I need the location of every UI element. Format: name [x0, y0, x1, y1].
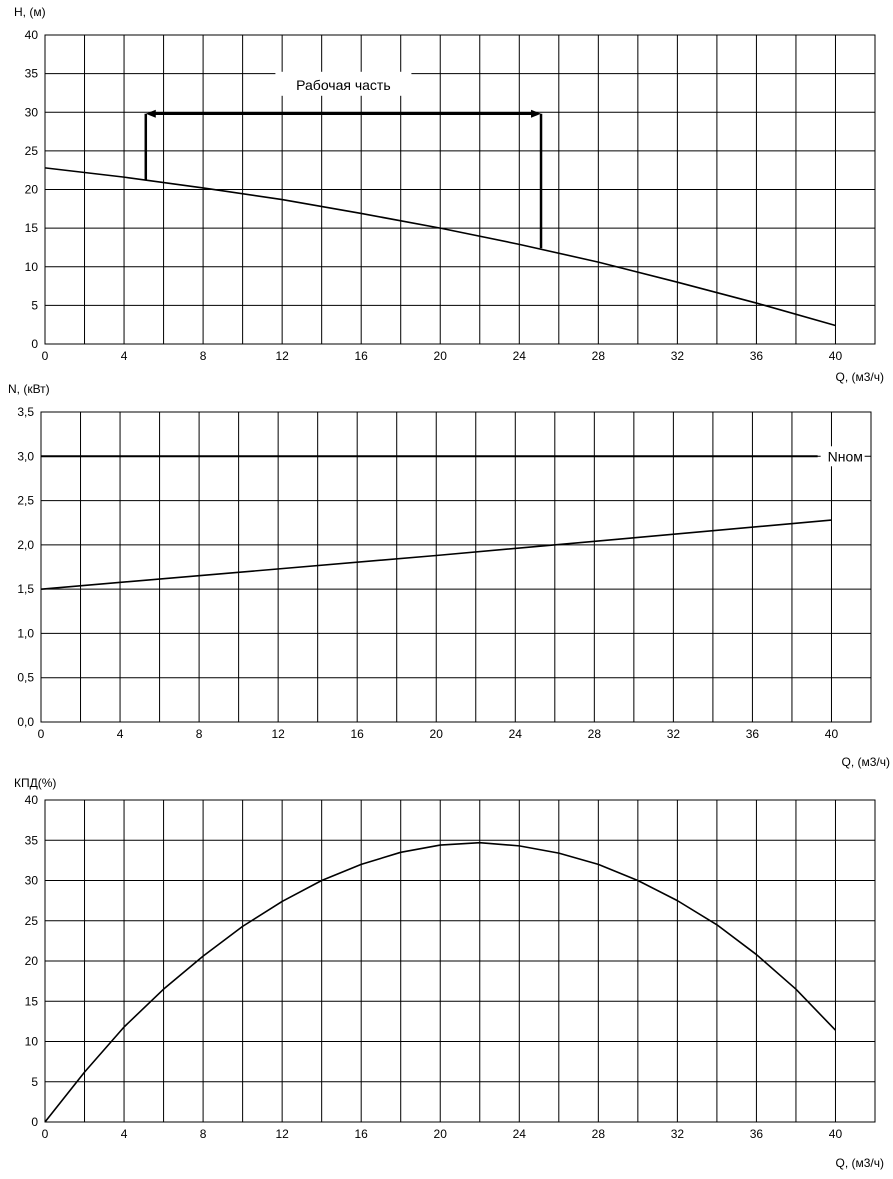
efficiency-y-tick-label: 35 — [25, 833, 39, 847]
head-x-axis-title: Q, (м3/ч) — [835, 370, 884, 384]
efficiency-y-tick-label: 5 — [31, 1075, 38, 1089]
power-y-axis-title: N, (кВт) — [8, 382, 50, 396]
head-y-tick-label: 30 — [25, 105, 39, 119]
head-range-label: Рабочая часть — [296, 77, 391, 93]
power-x-tick-label: 4 — [117, 727, 124, 741]
head-y-tick-label: 5 — [31, 298, 38, 312]
head-y-tick-label: 10 — [25, 260, 39, 274]
head-x-tick-label: 24 — [513, 349, 527, 363]
efficiency-y-tick-label: 30 — [25, 874, 39, 888]
head-series-line — [44, 167, 836, 327]
power-x-tick-label: 16 — [351, 727, 365, 741]
efficiency-x-tick-label: 36 — [750, 1127, 764, 1141]
head-x-tick-label: 12 — [275, 349, 289, 363]
power-y-tick-label: 1,5 — [17, 582, 34, 596]
head-range-label-bg — [275, 71, 412, 96]
efficiency-y-tick-label: 25 — [25, 914, 39, 928]
power-x-tick-label: 40 — [825, 727, 839, 741]
power-nominal-label-bg — [820, 446, 865, 467]
power-x-tick-label: 20 — [430, 727, 444, 741]
efficiency-y-tick-label: 20 — [25, 954, 39, 968]
efficiency-series-line — [44, 841, 837, 1123]
efficiency-x-tick-label: 32 — [671, 1127, 685, 1141]
head-y-tick-label: 40 — [25, 28, 39, 42]
power-x-tick-label: 28 — [588, 727, 602, 741]
power-y-tick-label: 2,0 — [17, 538, 34, 552]
power-x-tick-label: 32 — [667, 727, 681, 741]
power-x-tick-label: 8 — [196, 727, 203, 741]
efficiency-chart: КПД(%) Q, (м3/ч) 0 4 8 12 16 20 24 28 32 36 40 0 5 10… — [14, 776, 884, 1170]
head-plot-frame — [44, 34, 876, 345]
head-x-tick-label: 20 — [434, 349, 448, 363]
head-x-tick-label: 8 — [200, 349, 207, 363]
efficiency-x-tick-label: 20 — [434, 1127, 448, 1141]
efficiency-y-tick-label: 15 — [25, 994, 39, 1008]
power-x-tick-label: 24 — [509, 727, 523, 741]
head-x-tick-label: 4 — [121, 349, 128, 363]
head-x-tick-label: 0 — [42, 349, 49, 363]
efficiency-y-tick-label: 10 — [25, 1035, 39, 1049]
power-x-tick-label: 36 — [746, 727, 760, 741]
power-x-tick-label: 0 — [38, 727, 45, 741]
efficiency-x-axis-title: Q, (м3/ч) — [835, 1156, 884, 1170]
power-y-tick-label: 3,5 — [17, 405, 34, 419]
power-y-tick-label: 2,5 — [17, 494, 34, 508]
head-x-tick-label: 28 — [592, 349, 606, 363]
head-range-arrow-head-left — [145, 109, 156, 118]
power-y-tick-label: 0,0 — [17, 715, 34, 729]
efficiency-x-tick-label: 24 — [513, 1127, 527, 1141]
power-y-tick-label: 1,0 — [17, 626, 34, 640]
efficiency-x-tick-label: 28 — [592, 1127, 606, 1141]
head-y-tick-label: 20 — [25, 183, 39, 197]
power-plot-frame — [40, 411, 872, 723]
power-y-tick-label: 0,5 — [17, 671, 34, 685]
efficiency-x-tick-label: 0 — [42, 1127, 49, 1141]
efficiency-x-tick-label: 40 — [829, 1127, 843, 1141]
efficiency-x-tick-label: 8 — [200, 1127, 207, 1141]
head-x-tick-label: 32 — [671, 349, 685, 363]
power-x-axis-title: Q, (м3/ч) — [841, 755, 890, 769]
head-range-arrow-head-right — [531, 109, 542, 118]
head-chart: H, (м) Q, (м3/ч) 0 4 8 12 16 20 24 28 32 36 40 0 5 10… — [14, 5, 884, 384]
head-y-tick-label: 15 — [25, 221, 39, 235]
head-y-tick-label: 25 — [25, 144, 39, 158]
efficiency-y-axis-title: КПД(%) — [14, 776, 56, 790]
power-chart: N, (кВт) Q, (м3/ч) 0 4 8 12 16 20 24 28 32 36 40 0,… — [8, 382, 890, 769]
efficiency-plot-frame — [44, 799, 876, 1123]
power-y-tick-label: 3,0 — [17, 449, 34, 463]
head-x-tick-label: 40 — [829, 349, 843, 363]
efficiency-x-tick-label: 16 — [355, 1127, 369, 1141]
efficiency-y-tick-label: 40 — [25, 793, 39, 807]
power-x-tick-label: 12 — [271, 727, 285, 741]
head-x-tick-label: 16 — [355, 349, 369, 363]
efficiency-x-tick-label: 12 — [275, 1127, 289, 1141]
power-series-line — [40, 519, 832, 590]
head-y-tick-label: 35 — [25, 67, 39, 81]
head-y-tick-label: 0 — [31, 337, 38, 351]
efficiency-y-tick-label: 0 — [31, 1115, 38, 1129]
head-x-tick-label: 36 — [750, 349, 764, 363]
head-y-axis-title: H, (м) — [14, 5, 46, 19]
power-nominal-label: Nном — [828, 448, 863, 464]
efficiency-x-tick-label: 4 — [121, 1127, 128, 1141]
